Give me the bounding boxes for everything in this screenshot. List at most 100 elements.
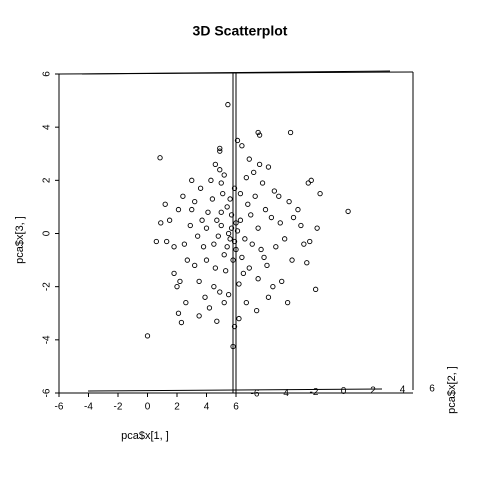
point — [162, 201, 168, 207]
point — [290, 214, 297, 221]
point — [243, 175, 249, 181]
point — [171, 270, 177, 277]
point — [345, 208, 351, 215]
point — [243, 299, 249, 306]
point — [273, 244, 279, 250]
point — [221, 172, 227, 178]
point — [261, 254, 267, 261]
point — [212, 265, 219, 271]
point — [227, 236, 233, 242]
point — [223, 268, 229, 274]
point — [221, 299, 227, 306]
y-tick-label: 4 — [42, 124, 53, 130]
point — [221, 252, 227, 258]
point — [211, 241, 217, 247]
point — [314, 225, 320, 231]
point — [208, 177, 214, 183]
point — [180, 193, 186, 199]
point — [166, 217, 173, 223]
point — [255, 225, 261, 231]
z-tick-label: -4 — [280, 388, 289, 399]
point — [164, 238, 170, 245]
point — [225, 230, 232, 237]
y-tick-label: -4 — [42, 335, 53, 344]
point — [209, 196, 216, 202]
point — [231, 238, 238, 245]
x-axis-label: pca$x[1, ] — [121, 430, 169, 442]
point — [305, 180, 311, 186]
point — [256, 132, 263, 138]
point — [224, 204, 230, 210]
y-tick-label: 2 — [42, 177, 53, 183]
x-tick-label: -2 — [114, 402, 123, 413]
point — [199, 217, 205, 223]
point — [227, 196, 233, 202]
point — [214, 318, 220, 324]
x-tick-label: 4 — [204, 402, 210, 413]
z-tick-label: 0 — [341, 386, 347, 397]
point — [196, 313, 202, 319]
point — [220, 190, 226, 197]
z-tick-label: -6 — [251, 389, 260, 400]
point — [233, 220, 239, 226]
point — [203, 225, 210, 231]
point — [228, 212, 235, 218]
point — [287, 129, 294, 136]
point — [295, 206, 301, 213]
point — [203, 257, 210, 263]
point — [307, 238, 313, 245]
point — [253, 307, 260, 314]
point — [277, 220, 283, 226]
point — [174, 284, 180, 290]
point — [233, 246, 239, 253]
point — [312, 286, 319, 292]
point — [231, 323, 238, 330]
point — [245, 201, 251, 207]
point — [286, 198, 292, 205]
point — [301, 241, 307, 247]
point — [251, 169, 257, 176]
point — [236, 281, 242, 287]
point — [230, 343, 236, 350]
point — [237, 190, 244, 197]
point — [271, 188, 277, 194]
point — [284, 299, 291, 306]
point — [175, 310, 182, 316]
point — [215, 233, 221, 239]
point — [192, 262, 198, 269]
point — [252, 193, 258, 199]
z-axis-label: pca$x[2, ] — [446, 366, 458, 414]
point — [181, 241, 188, 247]
point — [202, 294, 208, 300]
point — [177, 278, 183, 284]
point — [153, 238, 160, 245]
point — [217, 145, 223, 152]
point — [246, 156, 252, 162]
x-tick-label: 2 — [174, 402, 180, 413]
point — [189, 206, 195, 213]
point — [144, 333, 151, 339]
point — [218, 180, 224, 186]
x-tick-label: -4 — [84, 402, 93, 413]
point — [255, 276, 261, 282]
point — [242, 236, 248, 242]
point — [236, 315, 242, 322]
point — [259, 180, 266, 186]
point — [230, 257, 236, 263]
point — [262, 206, 269, 213]
point — [282, 236, 288, 242]
y-tick-label: -2 — [42, 282, 53, 291]
y-tick-label: -6 — [42, 388, 53, 397]
point — [256, 161, 263, 168]
point — [189, 177, 195, 183]
point — [218, 209, 224, 215]
point — [268, 214, 275, 221]
point — [240, 270, 247, 277]
point — [239, 254, 245, 261]
point — [249, 241, 255, 247]
point — [157, 155, 163, 161]
point — [183, 299, 189, 306]
point — [217, 289, 223, 295]
y-axis-label: pca$x[3, ] — [14, 216, 26, 264]
point — [194, 233, 201, 239]
